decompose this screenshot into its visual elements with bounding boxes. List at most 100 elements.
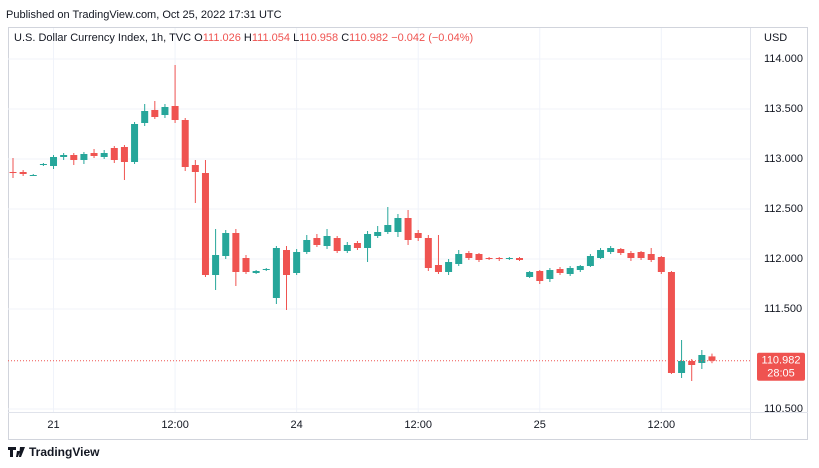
candle-body <box>526 272 534 277</box>
candle-body <box>607 248 615 252</box>
candle-body <box>384 225 392 232</box>
candle-body <box>50 157 58 166</box>
candle-body <box>110 148 118 160</box>
candle-body <box>364 234 372 248</box>
candle-body <box>303 240 311 252</box>
candle-body <box>566 268 574 274</box>
candle-body <box>516 258 523 260</box>
candle-body <box>60 155 68 157</box>
candle-body <box>597 250 605 258</box>
ohlc-value: 111.054 <box>251 32 291 44</box>
y-tick-label: 110.500 <box>764 403 803 415</box>
currency: USD <box>764 32 787 44</box>
candle-body <box>374 232 382 236</box>
ohlc-value: 110.958 <box>299 32 339 44</box>
candle-body <box>313 238 321 245</box>
candle-body <box>465 253 473 258</box>
candle-body <box>698 355 706 363</box>
candle-body <box>131 124 139 162</box>
candle-body <box>667 272 675 373</box>
x-tick-label: 12:00 <box>404 419 432 431</box>
ohlc-label: H <box>243 32 252 44</box>
candle-body <box>627 253 635 258</box>
candle-body <box>70 155 78 160</box>
brand: TradingView <box>29 445 100 459</box>
candle-body <box>404 218 412 240</box>
candle-body <box>576 266 584 270</box>
y-tick-label: 111.500 <box>764 303 802 315</box>
candle-body <box>212 255 220 275</box>
candle-body <box>414 233 422 238</box>
x-tick-label: 25 <box>534 419 546 431</box>
candle-body <box>141 111 149 123</box>
published-note: Published on TradingView.com, Oct 25, 20… <box>6 9 282 21</box>
candle-body <box>657 257 665 272</box>
candle-body <box>586 256 594 266</box>
candle-body <box>343 245 351 251</box>
y-tick-label: 113.000 <box>764 153 803 165</box>
candle-body <box>181 120 189 167</box>
candle-body <box>242 258 250 272</box>
candle-body <box>80 154 88 160</box>
candle-body <box>617 249 625 253</box>
panel-border <box>8 27 808 440</box>
candle-body <box>394 218 402 232</box>
candle-body <box>283 250 291 275</box>
candle-body <box>536 271 544 281</box>
candle-body <box>19 172 27 174</box>
candle-body <box>222 233 230 256</box>
change: −0.042 (−0.04%) <box>391 32 474 44</box>
candle-body <box>39 164 47 165</box>
candle-body <box>505 258 513 259</box>
candle-body <box>647 254 655 260</box>
y-tick-label: 113.500 <box>764 103 803 115</box>
last-price-label: 110.982 <box>762 355 801 367</box>
ohlc-label: C <box>341 32 350 44</box>
y-tick-label: 112.500 <box>764 203 803 215</box>
y-tick-label: 112.000 <box>764 253 803 265</box>
candle-body <box>434 265 442 272</box>
candle-body <box>232 233 240 272</box>
candle-body <box>546 270 554 279</box>
candle-body <box>90 153 98 156</box>
candle-body <box>353 243 361 248</box>
x-tick-label: 12:00 <box>648 419 676 431</box>
candle-body <box>171 106 179 120</box>
candle-body <box>485 258 493 259</box>
candle-body <box>293 252 301 273</box>
candle-body <box>252 271 260 273</box>
candle-body <box>9 172 17 173</box>
logo <box>8 447 25 457</box>
ohlc: O111.026 H111.054 L110.958 C110.982 <box>194 32 391 44</box>
countdown: 28:05 <box>767 368 795 380</box>
candle-body <box>151 110 159 117</box>
candle-body <box>495 258 503 259</box>
ohlc-value: 110.982 <box>349 32 389 44</box>
ohlc-label: O <box>194 32 203 44</box>
candle-body <box>455 254 463 264</box>
candle-body <box>424 238 432 268</box>
symbol: U.S. Dollar Currency Index, 1h, TVC <box>14 32 192 44</box>
candle-body <box>708 356 716 361</box>
candle-body <box>262 269 270 270</box>
candle-body <box>445 262 453 272</box>
ohlc-label: L <box>293 32 300 44</box>
last-price-box <box>757 352 805 381</box>
candle-body <box>323 236 331 246</box>
candle-body <box>475 254 483 260</box>
legend: U.S. Dollar Currency Index, 1h, TVC O111… <box>14 32 473 44</box>
candle-body <box>120 147 128 162</box>
x-tick-label: 21 <box>47 419 59 431</box>
candle-body <box>272 248 280 298</box>
x-tick-label: 24 <box>291 419 303 431</box>
y-tick-label: 114.000 <box>764 53 803 65</box>
candle-body <box>688 361 696 365</box>
ohlc-value: 111.026 <box>202 32 241 44</box>
candle-body <box>333 238 341 251</box>
candle-body <box>161 107 169 115</box>
candle-body <box>637 252 645 258</box>
candle-body <box>100 153 108 157</box>
candle-body <box>678 361 686 373</box>
